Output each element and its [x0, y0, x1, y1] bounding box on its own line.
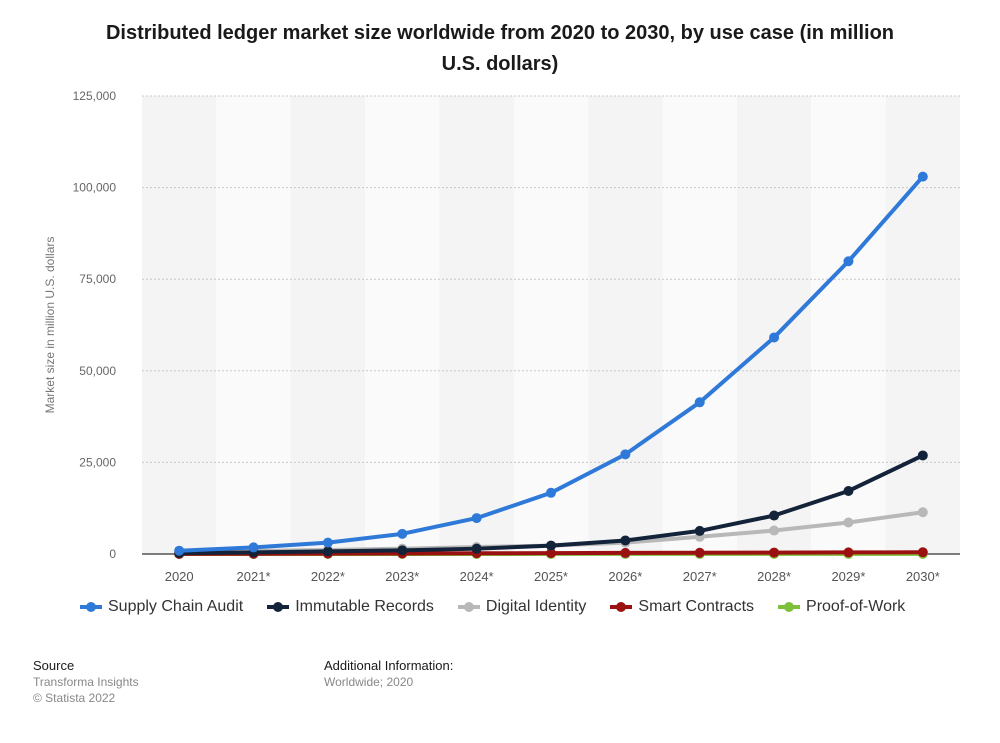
- x-tick-label: 2024*: [460, 569, 494, 584]
- x-axis: 2020 2021* 2022* 2023* 2024* 2025* 2026* 2027* 2…: [165, 569, 940, 584]
- legend: Supply Chain Audit Immutable Records Digit…: [80, 598, 929, 616]
- data-point[interactable]: [769, 547, 780, 558]
- series-supply-chain-audit: [174, 171, 928, 556]
- x-tick-label: 2030*: [906, 569, 940, 584]
- data-point[interactable]: [769, 332, 780, 343]
- legend-marker-icon: [80, 602, 102, 612]
- legend-item[interactable]: Proof-of-Work: [778, 598, 905, 616]
- y-tick-label: 25,000: [79, 455, 116, 469]
- legend-item[interactable]: Digital Identity: [457, 598, 587, 616]
- legend-label: Smart Contracts: [638, 598, 755, 615]
- legend-marker-icon: [457, 602, 480, 612]
- source-line: Transforma Insights: [33, 675, 139, 689]
- legend-marker-icon: [778, 602, 801, 612]
- column-band: [439, 96, 514, 554]
- data-point[interactable]: [546, 540, 556, 551]
- source-block: Source Transforma Insights © Statista 20…: [33, 658, 139, 706]
- data-point[interactable]: [322, 546, 333, 557]
- column-bands: [142, 96, 960, 554]
- data-point[interactable]: [843, 256, 854, 267]
- legend-item[interactable]: Immutable Records: [267, 598, 434, 616]
- x-tick-label: 2021*: [237, 569, 271, 584]
- x-tick-label: 2029*: [831, 569, 865, 584]
- y-tick-label: 125,000: [73, 89, 117, 103]
- data-point[interactable]: [694, 547, 705, 558]
- series-group: [174, 171, 928, 559]
- source-heading: Source: [33, 658, 75, 673]
- column-band: [662, 96, 737, 554]
- column-band: [513, 96, 589, 554]
- data-point[interactable]: [546, 487, 556, 498]
- y-tick-label: 100,000: [73, 181, 117, 195]
- y-axis: 0 25,000 50,000 75,000 100,000 125,000: [73, 89, 117, 561]
- data-point[interactable]: [397, 528, 408, 539]
- data-point[interactable]: [917, 450, 928, 461]
- legend-label: Immutable Records: [295, 598, 434, 615]
- legend-marker-icon: [610, 602, 633, 612]
- legend-label: Digital Identity: [485, 598, 587, 615]
- data-point[interactable]: [471, 543, 482, 554]
- data-point[interactable]: [843, 517, 854, 528]
- column-band: [216, 96, 291, 554]
- data-point[interactable]: [174, 545, 185, 556]
- x-tick-label: 2026*: [608, 569, 642, 584]
- x-tick-label: 2022*: [311, 569, 345, 584]
- y-tick-label: 50,000: [79, 364, 116, 378]
- data-point[interactable]: [917, 507, 928, 518]
- column-band: [588, 96, 663, 554]
- column-band: [142, 96, 217, 554]
- legend-item[interactable]: Smart Contracts: [610, 598, 754, 616]
- y-axis-label: Market size in million U.S. dollars: [43, 237, 57, 414]
- column-band: [365, 96, 440, 554]
- data-point[interactable]: [322, 537, 333, 548]
- x-tick-label: 2025*: [534, 569, 568, 584]
- data-point[interactable]: [397, 545, 408, 556]
- data-point[interactable]: [248, 542, 259, 553]
- column-band: [885, 96, 960, 554]
- data-point[interactable]: [843, 485, 854, 496]
- data-point[interactable]: [620, 547, 631, 558]
- data-point[interactable]: [694, 525, 705, 536]
- data-point[interactable]: [769, 510, 780, 521]
- x-tick-label: 2027*: [683, 569, 717, 584]
- legend-marker-icon: [267, 602, 290, 612]
- data-point[interactable]: [471, 513, 482, 524]
- legend-label: Supply Chain Audit: [108, 598, 244, 615]
- column-band: [811, 96, 886, 554]
- x-tick-label: 2020: [165, 569, 194, 584]
- chart-title: Distributed ledger market size worldwide…: [105, 22, 895, 75]
- data-point[interactable]: [769, 525, 780, 536]
- x-tick-label: 2028*: [757, 569, 791, 584]
- legend-label: Proof-of-Work: [806, 598, 906, 615]
- copyright-line: © Statista 2022: [33, 691, 116, 705]
- y-tick-label: 0: [109, 547, 116, 561]
- data-point[interactable]: [620, 535, 631, 546]
- additional-info-text: Worldwide; 2020: [324, 675, 414, 689]
- column-band: [736, 96, 812, 554]
- data-point[interactable]: [694, 397, 705, 408]
- data-point[interactable]: [917, 171, 928, 182]
- data-point[interactable]: [917, 547, 928, 558]
- legend-item[interactable]: Supply Chain Audit: [80, 598, 243, 616]
- additional-info-block: Additional Information: Worldwide; 2020: [324, 658, 453, 690]
- additional-info-heading: Additional Information:: [324, 658, 454, 673]
- data-point[interactable]: [843, 547, 854, 558]
- data-point[interactable]: [620, 449, 631, 460]
- x-tick-label: 2023*: [385, 569, 419, 584]
- column-band: [290, 96, 366, 554]
- data-point[interactable]: [546, 548, 556, 559]
- y-tick-label: 75,000: [79, 272, 116, 286]
